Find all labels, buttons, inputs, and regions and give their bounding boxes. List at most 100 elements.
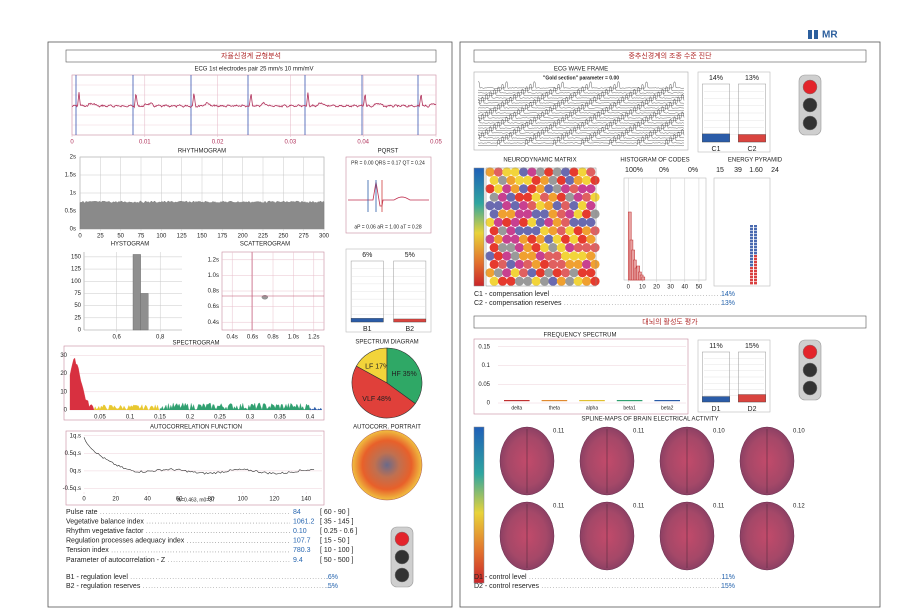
matrix-cell: [527, 217, 537, 227]
matrix-cell: [531, 175, 541, 185]
x-tick-label: 0.03: [285, 140, 297, 146]
matrix-cell: [489, 243, 499, 253]
spectrum-band: [159, 402, 311, 411]
matrix-cell: [531, 243, 541, 253]
matrix-cell: [510, 184, 520, 194]
matrix-cell: [573, 243, 583, 253]
pyramid-cell: [750, 234, 753, 237]
row-label: D2 - control reserves: [474, 583, 539, 590]
frequency-trace: [541, 400, 568, 402]
category-label: beta1: [623, 405, 636, 411]
pyramid-cell: [754, 279, 757, 282]
matrix-cell: [485, 268, 495, 278]
matrix-cell: [565, 192, 575, 202]
section-header-box: [65, 49, 437, 63]
row-label: C2 - compensation reserves: [474, 300, 562, 307]
matrix-cell: [519, 251, 529, 261]
matrix-cell: [498, 209, 508, 219]
matrix-cell: [493, 251, 503, 261]
x-tick-label: 0: [78, 234, 82, 240]
matrix-cell: [502, 201, 512, 211]
matrix-cell: [590, 243, 600, 253]
y-tick-label: 0.5q.s: [65, 451, 81, 457]
matrix-cell: [552, 251, 562, 261]
pyramid-cell: [754, 282, 757, 285]
x-tick-label: 25: [97, 234, 104, 240]
chart-title: ECG 1st electrodes pair 25 mm/s 10 mm/mV: [194, 67, 313, 73]
pyramid-cell: [754, 267, 757, 270]
x-tick-label: 100: [238, 497, 249, 503]
matrix-cell: [548, 209, 558, 219]
x-tick-label: 0: [70, 140, 74, 146]
x-tick-label: 150: [197, 234, 208, 240]
matrix-cell: [510, 234, 520, 244]
matrix-cell: [519, 234, 529, 244]
level-chart-frame: [697, 339, 771, 413]
matrix-cell: [506, 243, 516, 253]
y-tick-label: 2s: [70, 155, 76, 161]
row-label: Parameter of autocorrelation - Z: [66, 557, 166, 564]
traffic-lamp: [802, 344, 818, 360]
traffic-lamp: [802, 362, 818, 378]
matrix-cell: [548, 276, 558, 286]
ecg-frame-trace: [477, 101, 685, 109]
y-tick-label: 150: [71, 254, 82, 260]
y-tick-label: 10: [60, 389, 67, 395]
y-tick-label: 50: [74, 303, 81, 309]
matrix-cell: [535, 184, 546, 194]
matrix-cell: [569, 217, 579, 227]
x-tick-label: 50: [117, 234, 124, 240]
matrix-cell: [514, 243, 525, 253]
traffic-lamp: [802, 79, 818, 95]
section-header: 중추신경계의 조종 수준 진단: [628, 51, 712, 60]
pyramid-cell: [750, 276, 753, 279]
map-value: 0.11: [633, 504, 645, 510]
x-tick-label: 175: [217, 234, 228, 240]
matrix-cell: [523, 259, 533, 269]
level-bar: [393, 318, 427, 323]
ecg-frame-trace: [477, 106, 685, 114]
x-tick-label: 40: [681, 285, 688, 291]
chart-title: SPECTRUM DIAGRAM: [355, 340, 418, 346]
codes-frame: [623, 177, 707, 281]
matrix-cell: [527, 167, 537, 177]
matrix-cell: [569, 268, 579, 278]
matrix-cell: [586, 184, 596, 194]
row-label: Tension index: [66, 547, 109, 554]
logo-mark: [814, 30, 818, 39]
x-tick-label: 0.15: [154, 415, 166, 421]
matrix-cell: [577, 201, 588, 211]
x-tick-label: 0.2: [186, 415, 195, 421]
x-tick-label: 80: [208, 497, 215, 503]
matrix-cell: [531, 259, 541, 269]
row-value: 107.7: [293, 538, 311, 545]
matrix-cell: [561, 268, 571, 278]
pyramid-number: 24: [771, 167, 779, 174]
pyramid-number: 39: [734, 167, 742, 174]
matrix-cell: [565, 259, 575, 269]
ecg-frame-trace: [477, 118, 685, 127]
code-bar: [641, 276, 646, 281]
chart-title: ECG WAVE FRAME: [554, 67, 608, 73]
matrix-cell: [561, 251, 571, 261]
matrix-cell: [561, 217, 571, 227]
matrix-cell: [535, 167, 546, 177]
pyramid-cell: [750, 267, 753, 270]
matrix-cell: [523, 226, 533, 236]
pyramid-cell: [754, 225, 757, 228]
matrix-cell: [502, 217, 512, 227]
category-label: delta: [511, 405, 522, 411]
matrix-cell: [565, 175, 575, 185]
y-tick-label: 100: [71, 279, 82, 285]
y-tick-label: 0: [78, 328, 82, 334]
matrix-cell: [540, 243, 550, 253]
matrix-cell: [573, 226, 583, 236]
x-tick-label: 0.05: [94, 415, 106, 421]
y-tick-label: 1q.s: [70, 433, 81, 439]
ecg-frame-trace: [477, 123, 685, 132]
matrix-cell: [523, 192, 533, 202]
y-tick-label: 1s: [70, 191, 76, 197]
ecg-frame-trace: [477, 103, 685, 112]
pyramid-cell: [754, 237, 757, 240]
